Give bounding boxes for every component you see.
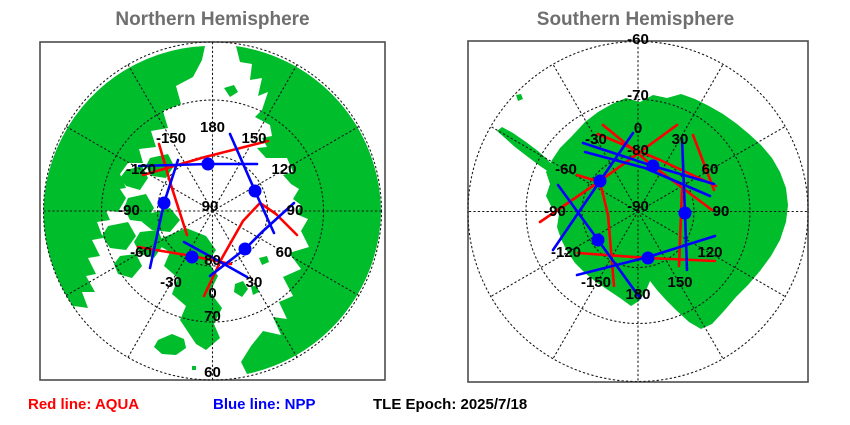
south-longitude-label: 180 — [625, 286, 650, 303]
south-longitude-label: 150 — [667, 274, 692, 291]
north-longitude-label: -120 — [126, 161, 156, 178]
south-labels: 0 30 60 90 120 150 180 -150-120 -90 -60 -30 -90 -80 -… — [544, 31, 729, 303]
north-graticule — [42, 41, 383, 381]
south-meridian-line — [637, 63, 724, 213]
north-latitude-label: 70 — [204, 308, 221, 325]
north-npp-track — [182, 240, 249, 279]
north-aqua-track — [141, 139, 270, 177]
north-land-path — [114, 254, 142, 278]
south-track-dot — [646, 159, 660, 173]
north-land-path — [124, 194, 154, 222]
south-track-dot — [641, 251, 655, 265]
south-meridian-line — [490, 210, 639, 298]
south-longitude-label: -30 — [585, 131, 607, 148]
south-meridian-line — [552, 63, 639, 213]
north-track-dot — [201, 157, 215, 171]
south-longitude-label: -60 — [555, 161, 577, 178]
south-meridian-line — [637, 210, 724, 360]
legend-aqua-label: Red line: AQUA — [28, 396, 140, 413]
south-latitude-circle — [525, 98, 751, 325]
north-longitude-label: 30 — [246, 274, 263, 291]
north-meridian-line — [65, 125, 214, 212]
north-longitude-label: -150 — [156, 130, 186, 147]
north-latitude-label: 60 — [204, 364, 221, 381]
north-meridian-line — [127, 210, 214, 358]
north-land-path — [120, 166, 148, 190]
south-longitude-label: -120 — [551, 244, 581, 261]
north-latitude-label: 80 — [204, 252, 221, 269]
north-latitude-label: 90 — [202, 198, 219, 215]
south-meridian-line — [490, 125, 639, 213]
north-land-path — [192, 366, 196, 370]
south-longitude-label: -150 — [581, 274, 611, 291]
south-latitude-label: -80 — [627, 142, 649, 159]
north-longitude-label: 90 — [287, 202, 304, 219]
north-meridian-line — [211, 210, 360, 297]
north-land-path — [224, 85, 238, 97]
north-longitude-label: -30 — [160, 274, 182, 291]
south-track-dot — [678, 206, 692, 220]
south-meridian-line — [552, 210, 639, 360]
south-meridian-line — [637, 125, 786, 213]
north-longitude-label: 120 — [271, 161, 296, 178]
south-longitude-label: 0 — [634, 120, 642, 137]
south-latitude-label: -90 — [627, 198, 649, 215]
north-land-path — [236, 46, 381, 374]
north-longitude-label: 180 — [200, 119, 225, 136]
north-longitude-label: -60 — [130, 244, 152, 261]
south-aqua-track — [596, 132, 718, 188]
south-track-dot — [591, 233, 605, 247]
north-land-path — [234, 281, 248, 297]
south-longitude-label: 120 — [697, 244, 722, 261]
north-hemisphere-map: 180 150 120 90 60 30 0 -30 -60 -90 -120-150 90 80 70 6… — [39, 41, 386, 381]
north-land-path — [154, 334, 186, 355]
north-tracks — [136, 132, 299, 298]
south-track-dot — [593, 174, 607, 188]
north-meridian-line — [65, 210, 214, 297]
south-longitude-label: 30 — [672, 131, 689, 148]
north-latitude-circle — [156, 155, 269, 267]
south-longitude-label: -90 — [544, 203, 566, 220]
south-land-path — [546, 94, 788, 329]
north-land-path — [43, 46, 205, 326]
south-aqua-track — [575, 173, 616, 288]
south-latitude-label: -60 — [627, 31, 649, 48]
north-map-title: Northern Hemisphere — [115, 9, 310, 30]
south-hemisphere-map: 0 30 60 90 120 150 180 -150-120 -90 -60 -30 -90 -80 -… — [467, 31, 809, 383]
north-land-path — [102, 222, 136, 250]
south-longitude-label: 90 — [713, 203, 730, 220]
south-graticule — [467, 40, 809, 383]
legend-npp-label: Blue line: NPP — [213, 396, 316, 413]
north-longitude-label: -90 — [118, 202, 140, 219]
north-track-dot — [157, 196, 171, 210]
south-npp-track — [583, 150, 712, 198]
north-land-path — [94, 186, 126, 212]
north-longitude-label: 60 — [276, 244, 293, 261]
south-latitude-label: -70 — [627, 87, 649, 104]
north-land-path — [259, 256, 269, 265]
south-land-path — [516, 94, 523, 101]
north-track-dot — [238, 242, 252, 256]
north-meridian-line — [211, 125, 360, 212]
north-longitude-label: 0 — [208, 285, 216, 302]
north-labels: 180 150 120 90 60 30 0 -30 -60 -90 -120-150 90 80 70 6… — [118, 119, 303, 381]
south-aqua-track — [691, 133, 716, 192]
north-longitude-label: 150 — [241, 130, 266, 147]
north-npp-track — [208, 201, 296, 278]
north-track-dot — [248, 184, 262, 198]
north-meridian-line — [211, 64, 298, 212]
south-meridian-line — [637, 210, 786, 298]
north-track-dot — [185, 250, 199, 264]
south-latitude-circle — [581, 154, 695, 269]
north-meridian-line — [211, 210, 298, 358]
south-latitude-circle — [467, 40, 809, 383]
south-longitude-label: 60 — [702, 161, 719, 178]
south-aqua-track — [677, 188, 684, 268]
south-map-title: Southern Hemisphere — [536, 9, 735, 30]
north-meridian-line — [127, 64, 214, 212]
legend-tle-epoch: TLE Epoch: 2025/7/18 — [373, 396, 528, 413]
